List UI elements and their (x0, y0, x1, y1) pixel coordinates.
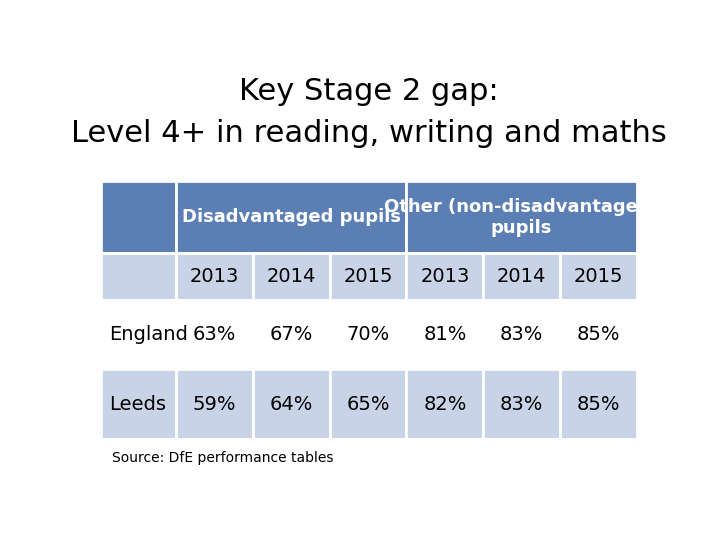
Bar (176, 253, 253, 300)
Bar (330, 300, 407, 369)
Bar (176, 300, 253, 369)
Bar (253, 369, 330, 439)
Text: 67%: 67% (269, 325, 313, 344)
Bar (560, 300, 636, 369)
Text: 2015: 2015 (343, 267, 393, 286)
Bar (101, 253, 176, 300)
Text: 64%: 64% (269, 395, 313, 414)
Text: 2013: 2013 (190, 267, 239, 286)
Bar (101, 300, 176, 369)
Bar (176, 369, 253, 439)
Text: 2014: 2014 (266, 267, 316, 286)
Text: 83%: 83% (500, 395, 544, 414)
Text: 2013: 2013 (420, 267, 469, 286)
Bar (560, 369, 636, 439)
Bar (483, 300, 560, 369)
Bar (253, 300, 330, 369)
Bar (407, 300, 483, 369)
Text: 81%: 81% (423, 325, 467, 344)
Bar (253, 253, 330, 300)
Text: 63%: 63% (193, 325, 236, 344)
Text: 2014: 2014 (497, 267, 546, 286)
Bar (407, 181, 636, 253)
Text: 65%: 65% (346, 395, 390, 414)
Bar (483, 369, 560, 439)
Bar (483, 253, 560, 300)
Bar (101, 181, 176, 253)
Text: Level 4+ in reading, writing and maths: Level 4+ in reading, writing and maths (71, 119, 667, 148)
Text: Disadvantaged pupils: Disadvantaged pupils (182, 208, 401, 226)
Text: 59%: 59% (193, 395, 236, 414)
Bar (407, 369, 483, 439)
Text: Other (non-disadvantaged)
pupils: Other (non-disadvantaged) pupils (384, 198, 659, 237)
Bar (176, 181, 407, 253)
Bar (101, 369, 176, 439)
Bar (560, 253, 636, 300)
Text: England: England (109, 325, 189, 344)
Bar (330, 253, 407, 300)
Text: 83%: 83% (500, 325, 544, 344)
Text: 85%: 85% (577, 395, 620, 414)
Text: Key Stage 2 gap:: Key Stage 2 gap: (239, 77, 499, 106)
Text: Leeds: Leeds (109, 395, 166, 414)
Bar (407, 253, 483, 300)
Text: 70%: 70% (346, 325, 390, 344)
Bar (330, 369, 407, 439)
Text: 82%: 82% (423, 395, 467, 414)
Text: Source: DfE performance tables: Source: DfE performance tables (112, 451, 334, 465)
Text: 2015: 2015 (574, 267, 624, 286)
Text: 85%: 85% (577, 325, 620, 344)
